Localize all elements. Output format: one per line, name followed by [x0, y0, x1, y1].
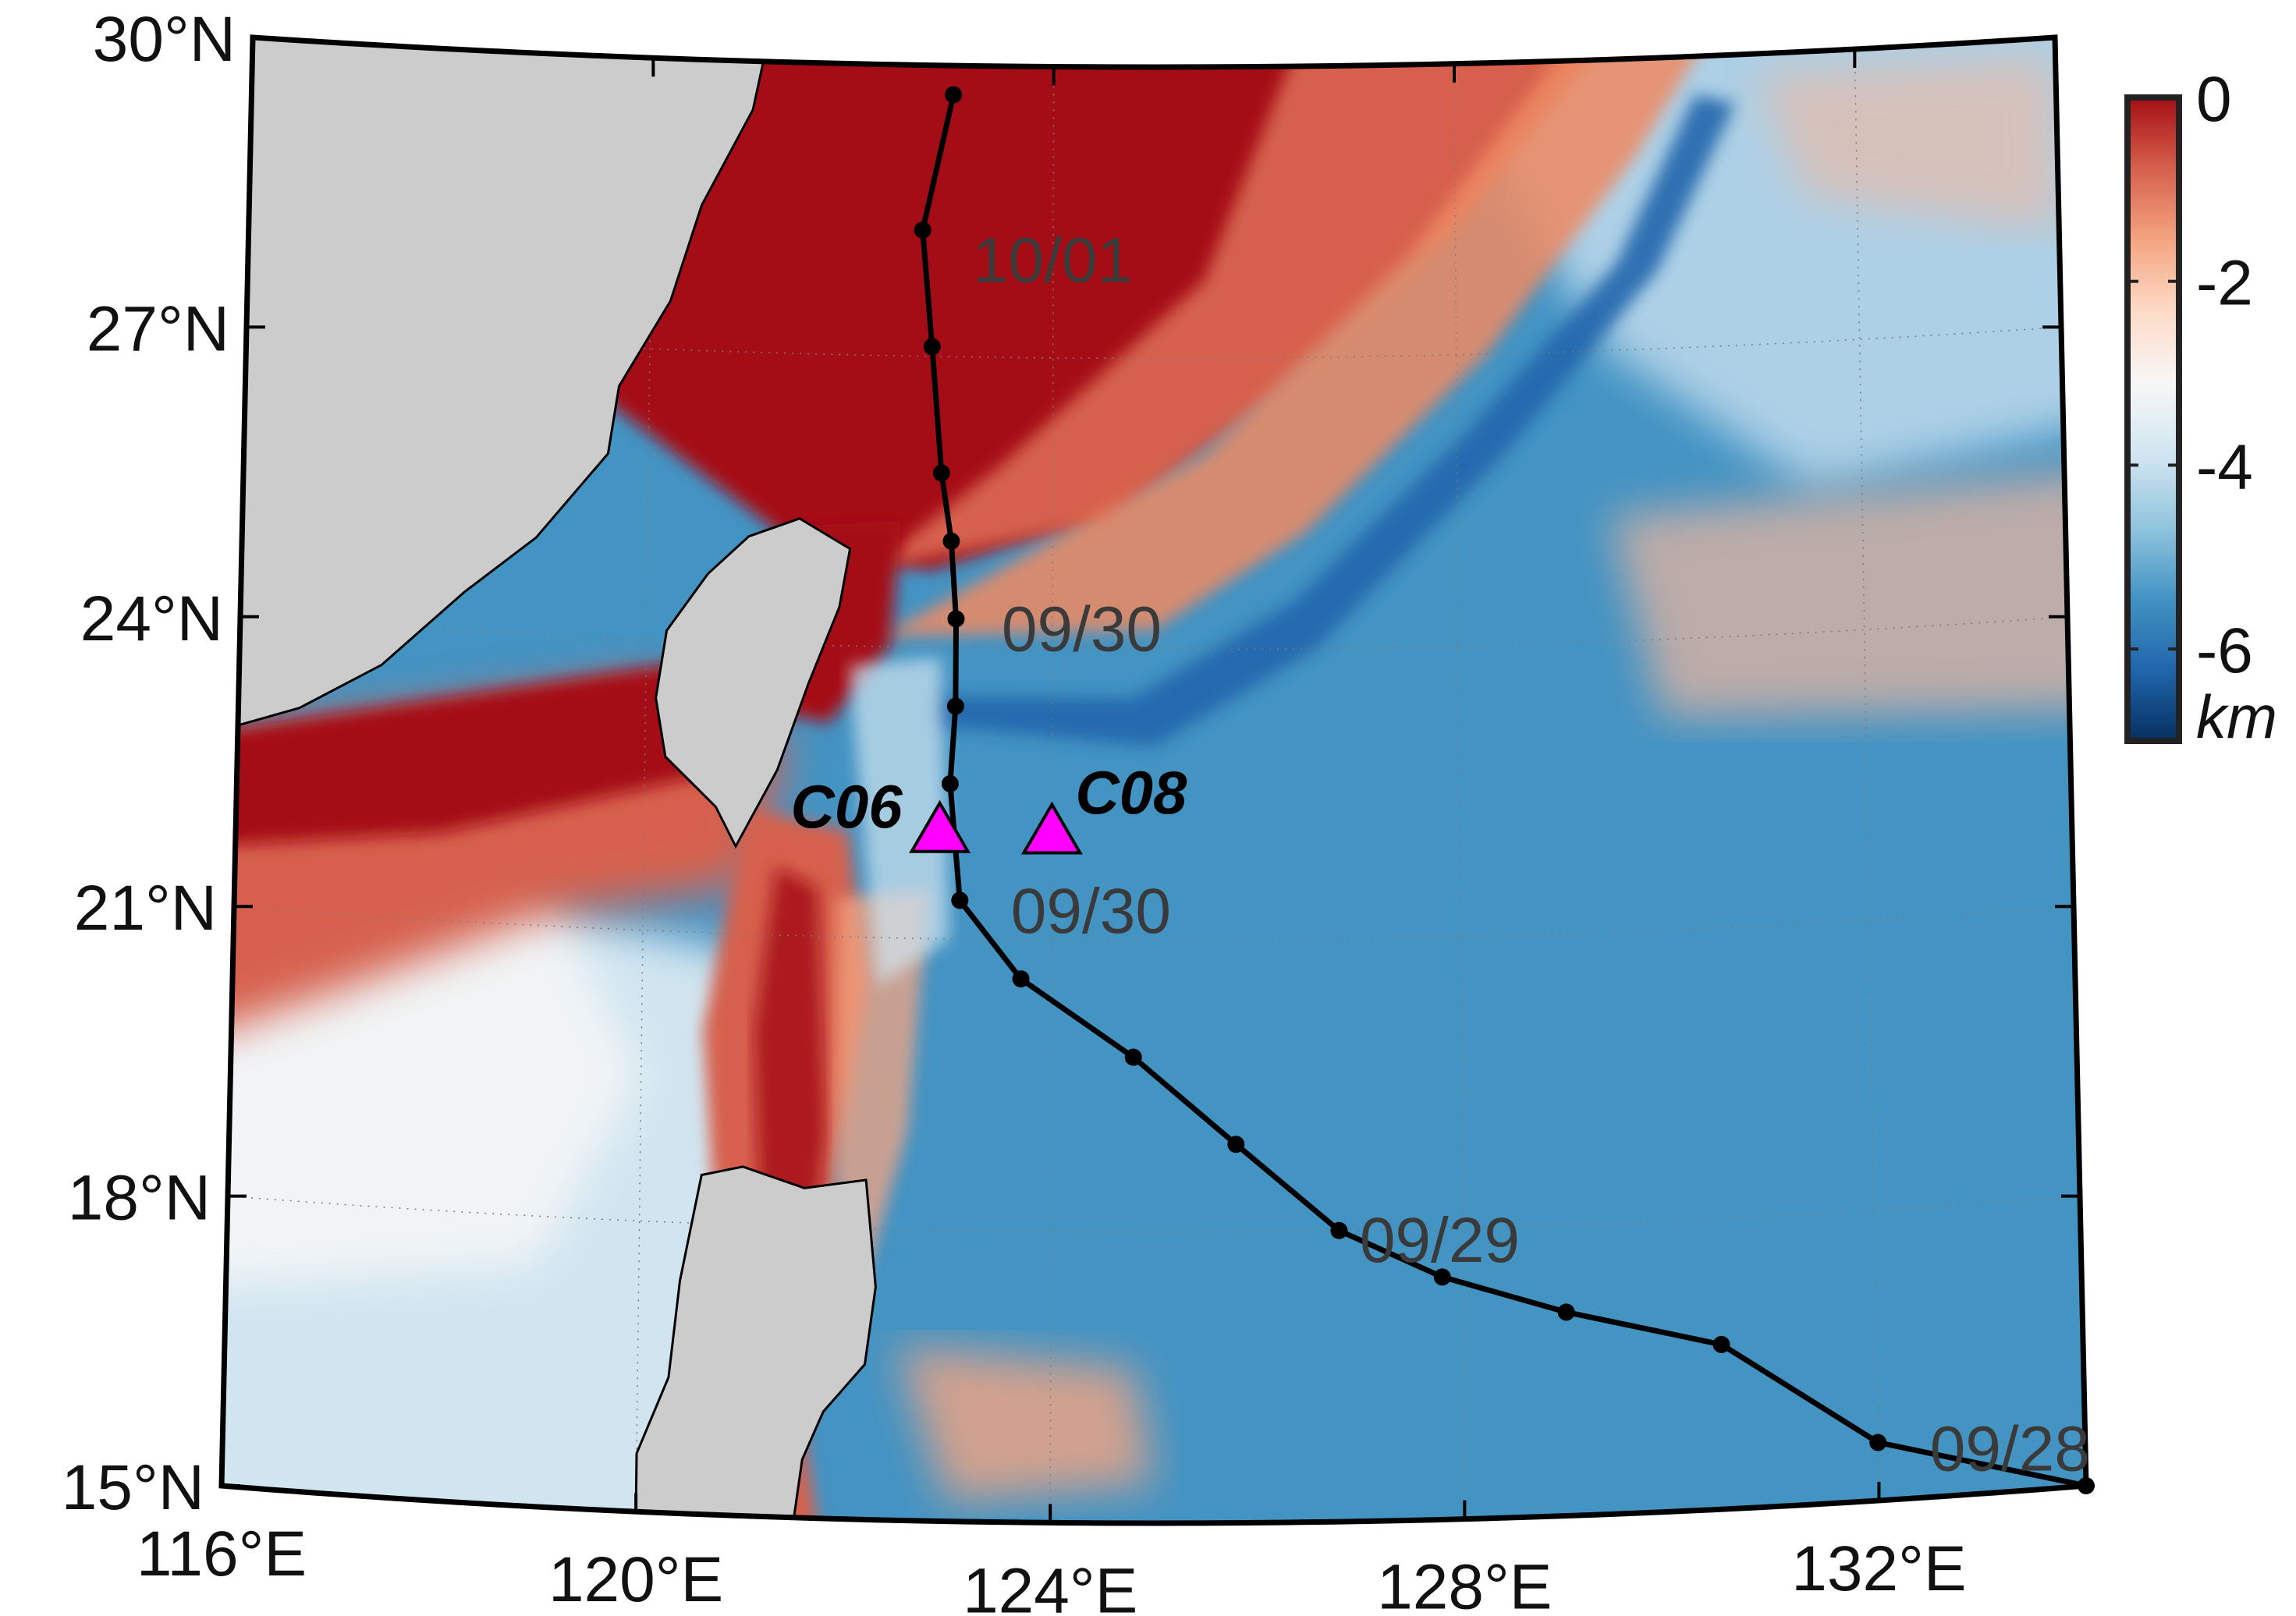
meridian-line	[1854, 48, 1880, 1501]
track-point	[1557, 1303, 1575, 1321]
track-point	[941, 774, 959, 792]
colorbar-gradient	[2124, 94, 2182, 744]
lon-tick-label: 132°E	[1791, 1533, 1966, 1604]
meridian-line	[635, 58, 655, 1512]
ryukyu-trench	[930, 95, 1736, 747]
lat-tick-label: 24°N	[80, 583, 223, 654]
ryukyu-ridge-slope	[879, 37, 1715, 637]
colorbar-tick-label: 0	[2196, 64, 2232, 135]
colorbar-unit-label: km	[2196, 682, 2277, 751]
station-label-c06: C06	[790, 772, 903, 841]
meridian-line	[1453, 63, 1466, 1519]
land-layer	[222, 37, 877, 1523]
track-line	[920, 94, 2087, 1489]
track-point	[923, 338, 941, 356]
track-point	[1869, 1433, 1887, 1451]
typhoon-track	[914, 86, 2095, 1494]
track-point	[932, 464, 950, 482]
longitude-tick-labels: 116°E 120°E 124°E 128°E 132°E	[137, 1519, 1967, 1616]
track-date-label: 09/30	[1002, 594, 1162, 665]
graticule	[222, 37, 2081, 1523]
lat-tick-label: 27°N	[87, 293, 229, 364]
scs-shelf	[222, 661, 778, 851]
colorbar-tick-label: -2	[2196, 248, 2253, 319]
track-point	[945, 86, 963, 104]
track-date-label: 10/01	[973, 225, 1133, 296]
track-point	[946, 697, 964, 715]
daito-ridge-shallow	[1609, 468, 2086, 718]
track-point	[947, 610, 965, 628]
parallel-line	[233, 905, 2074, 941]
colorbar-ticks: 0 -2 -4 -6	[2127, 64, 2253, 686]
track-point	[1433, 1268, 1451, 1286]
lon-tick-label: 128°E	[1377, 1552, 1552, 1616]
track-point	[1124, 1048, 1142, 1066]
lat-tick-label: 18°N	[68, 1163, 211, 1234]
track-point	[942, 532, 960, 550]
lon-tick-label: 124°E	[963, 1555, 1137, 1616]
mooring-stations: C06 C08	[790, 758, 1187, 855]
track-point	[1712, 1335, 1730, 1353]
track-date-labels: 09/28 09/29 09/30 09/30 10/01	[973, 225, 2090, 1484]
map-area	[222, 37, 2086, 1523]
track-date-label: 09/29	[1360, 1205, 1520, 1276]
okinawa-trough	[870, 37, 1605, 569]
track-date-label: 09/30	[1011, 876, 1171, 947]
track-point	[1012, 970, 1030, 988]
luzon-strait-east	[849, 657, 949, 987]
luzon-land	[634, 1165, 877, 1523]
track-date-label: 09/28	[1930, 1414, 2090, 1485]
latitude-tick-labels: 15°N 18°N 21°N 24°N 27°N 30°N	[62, 4, 236, 1523]
parallel-line	[240, 616, 2068, 650]
lon-tick-label: 116°E	[137, 1519, 307, 1589]
station-label-c08: C08	[1075, 758, 1187, 827]
lat-tick-label: 21°N	[74, 873, 217, 944]
colorbar-tick-label: -6	[2196, 615, 2253, 686]
taiwan-land	[655, 517, 852, 849]
station-marker-c08	[1020, 801, 1083, 855]
lat-tick-label: 30°N	[93, 4, 236, 75]
track-point	[1227, 1136, 1245, 1154]
axis-ticks	[220, 36, 2086, 1523]
lon-tick-label: 120°E	[548, 1544, 723, 1615]
station-marker-c06	[909, 799, 971, 853]
track-point	[2078, 1477, 2095, 1494]
track-point	[914, 221, 932, 239]
track-point	[1330, 1221, 1348, 1239]
meridian-line	[1049, 66, 1055, 1523]
depth-colorbar: 0 -2 -4 -6 km	[2124, 64, 2277, 751]
benham-rise	[896, 1345, 1154, 1502]
northern-ridge-shallow	[1755, 56, 2060, 231]
colorbar-tick-label: -4	[2196, 431, 2253, 502]
track-point	[951, 891, 969, 909]
lat-tick-label: 15°N	[62, 1452, 204, 1523]
